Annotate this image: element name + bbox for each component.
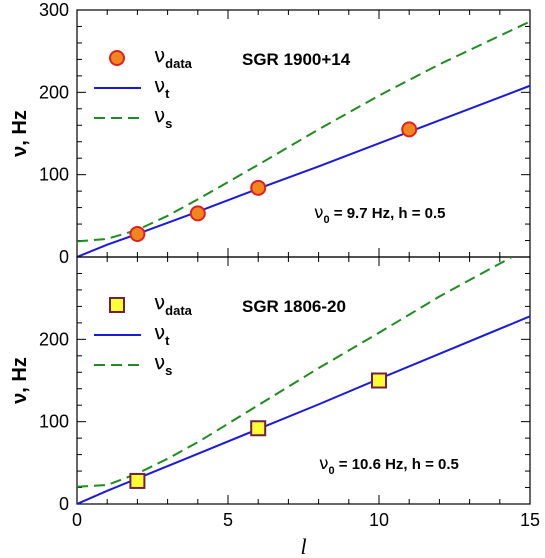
legend-label-data: νdata bbox=[154, 43, 193, 71]
y-axis-label: ν, Hz bbox=[9, 110, 31, 157]
panel-title: SGR 1900+14 bbox=[242, 50, 351, 69]
x-tick-label: 5 bbox=[223, 510, 233, 530]
annot-symbol: ν bbox=[319, 454, 329, 474]
x-tick-label: 10 bbox=[369, 510, 389, 530]
legend-symbol: ν bbox=[154, 43, 165, 67]
legend-label-data: νdata bbox=[154, 290, 193, 318]
series-line-nu-t bbox=[77, 315, 530, 504]
x-tick-label: 0 bbox=[72, 510, 82, 530]
data-point bbox=[189, 205, 206, 222]
data-point bbox=[371, 372, 387, 389]
legend-subscript: data bbox=[165, 303, 193, 318]
y-tick-label: 0 bbox=[59, 494, 69, 514]
parameter-annotation: ν0 = 9.7 Hz, h = 0.5 bbox=[314, 203, 446, 226]
data-point bbox=[250, 420, 267, 437]
y-tick-label: 0 bbox=[59, 247, 69, 267]
data-point bbox=[250, 179, 267, 196]
legend-label-t: νt bbox=[154, 73, 170, 101]
annot-subscript: 0 bbox=[329, 465, 335, 477]
legend-symbol: ν bbox=[154, 350, 165, 374]
annot-symbol: ν bbox=[314, 203, 324, 223]
plot-frame bbox=[76, 256, 531, 505]
y-tick-label: 200 bbox=[39, 82, 69, 102]
plot-area bbox=[77, 20, 530, 257]
legend-label-s: νs bbox=[154, 103, 172, 131]
series-line-nu-t bbox=[77, 84, 530, 257]
panel-title: SGR 1806-20 bbox=[242, 297, 346, 316]
y-tick-label: 100 bbox=[39, 412, 69, 432]
legend-marker-data bbox=[109, 50, 125, 66]
y-tick-label: 300 bbox=[39, 0, 69, 20]
series-line-nu-s bbox=[77, 257, 513, 488]
legend-symbol: ν bbox=[154, 73, 165, 97]
data-point bbox=[401, 121, 418, 138]
parameter-annotation: ν0 = 10.6 Hz, h = 0.5 bbox=[319, 454, 459, 477]
legend-label-s: νs bbox=[154, 350, 172, 378]
x-axis-label: l bbox=[300, 534, 306, 558]
y-tick-label: 100 bbox=[39, 165, 69, 185]
data-point bbox=[129, 225, 146, 242]
legend-subscript: data bbox=[165, 56, 193, 71]
annot-text: = 9.7 Hz, h = 0.5 bbox=[330, 205, 446, 222]
legend-subscript: t bbox=[165, 86, 170, 101]
legend-subscript: t bbox=[165, 333, 170, 348]
legend-label-t: νt bbox=[154, 320, 170, 348]
data-point bbox=[129, 472, 146, 489]
legend-symbol: ν bbox=[154, 290, 165, 314]
legend-subscript: s bbox=[165, 116, 172, 131]
annot-text: = 10.6 Hz, h = 0.5 bbox=[335, 456, 459, 473]
legend-symbol: ν bbox=[154, 320, 165, 344]
x-tick-label: 15 bbox=[520, 510, 540, 530]
y-axis-label: ν, Hz bbox=[9, 357, 31, 404]
y-tick-label: 200 bbox=[39, 329, 69, 349]
legend-symbol: ν bbox=[154, 103, 165, 127]
legend-subscript: s bbox=[165, 363, 172, 378]
annot-subscript: 0 bbox=[324, 214, 330, 226]
legend-marker-data bbox=[109, 297, 125, 313]
plot-frame bbox=[76, 9, 531, 258]
plot-area bbox=[77, 257, 530, 504]
